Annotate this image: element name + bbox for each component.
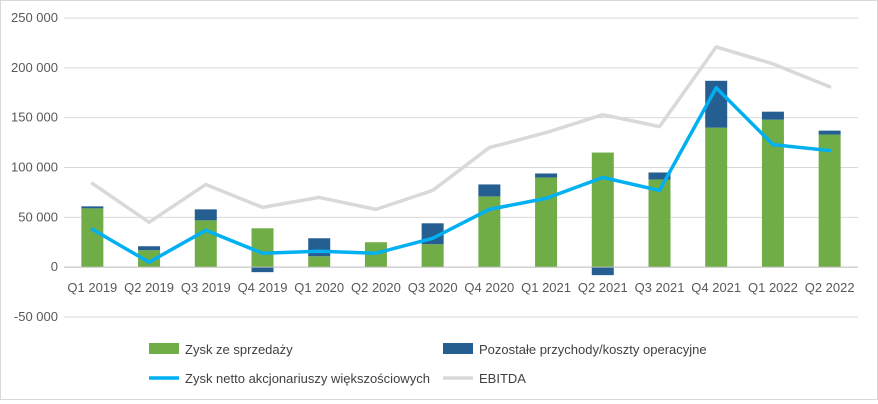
bar	[818, 130, 841, 135]
lines	[90, 45, 832, 264]
bar	[648, 179, 671, 268]
x-tick-label: Q4 2019	[238, 280, 288, 295]
bar	[591, 152, 614, 268]
bar	[251, 267, 274, 273]
bar	[308, 238, 331, 257]
bar	[81, 206, 104, 209]
bar	[138, 250, 161, 268]
x-tick-label: Q1 2020	[294, 280, 344, 295]
y-tick-label: 100 000	[11, 160, 58, 175]
bar	[818, 134, 841, 268]
x-tick-label: Q2 2021	[578, 280, 628, 295]
x-axis: Q1 2019 Q2 2019 Q3 2019 Q4 2019 Q1 2020 Q2 20…	[67, 280, 854, 295]
x-tick-label: Q4 2020	[464, 280, 514, 295]
legend: Zysk ze sprzedaży Pozostałe przychody/kos…	[149, 342, 707, 386]
x-tick-label: Q1 2022	[748, 280, 798, 295]
x-tick-label: Q2 2019	[124, 280, 174, 295]
x-tick-label: Q3 2020	[408, 280, 458, 295]
legend-label: Zysk ze sprzedaży	[185, 342, 293, 357]
bar	[81, 208, 104, 268]
legend-swatch	[443, 343, 473, 354]
legend-label: Pozostałe przychody/koszty operacyjne	[479, 342, 707, 357]
y-tick-label: 150 000	[11, 110, 58, 125]
bar	[194, 209, 217, 221]
x-tick-label: Q3 2021	[635, 280, 685, 295]
bar	[705, 127, 728, 268]
y-axis: -50 000 0 50 000 100 000 150 000 200 000 250 0…	[11, 10, 58, 324]
bar	[591, 267, 614, 276]
legend-label: EBITDA	[479, 371, 526, 386]
y-tick-label: 50 000	[18, 209, 58, 224]
y-tick-label: -50 000	[14, 309, 58, 324]
bar	[421, 244, 444, 268]
x-tick-label: Q2 2020	[351, 280, 401, 295]
y-tick-label: 0	[51, 259, 58, 274]
bar	[761, 111, 784, 120]
x-tick-label: Q3 2019	[181, 280, 231, 295]
x-tick-label: Q1 2021	[521, 280, 571, 295]
bar	[478, 184, 501, 197]
y-tick-label: 250 000	[11, 10, 58, 25]
series-line	[90, 45, 832, 225]
y-tick-label: 200 000	[11, 60, 58, 75]
bar	[535, 173, 558, 178]
bar	[761, 119, 784, 268]
x-tick-label: Q2 2022	[805, 280, 855, 295]
bar	[138, 246, 161, 251]
x-tick-label: Q4 2021	[691, 280, 741, 295]
bar	[194, 220, 217, 268]
bar	[535, 177, 558, 268]
x-tick-label: Q1 2019	[67, 280, 117, 295]
bar	[308, 256, 331, 268]
bar	[648, 172, 671, 180]
bars	[81, 80, 841, 276]
series-line	[90, 86, 832, 264]
legend-label: Zysk netto akcjonariuszy większościowych	[185, 371, 430, 386]
legend-swatch	[149, 343, 179, 354]
bar	[251, 228, 274, 268]
